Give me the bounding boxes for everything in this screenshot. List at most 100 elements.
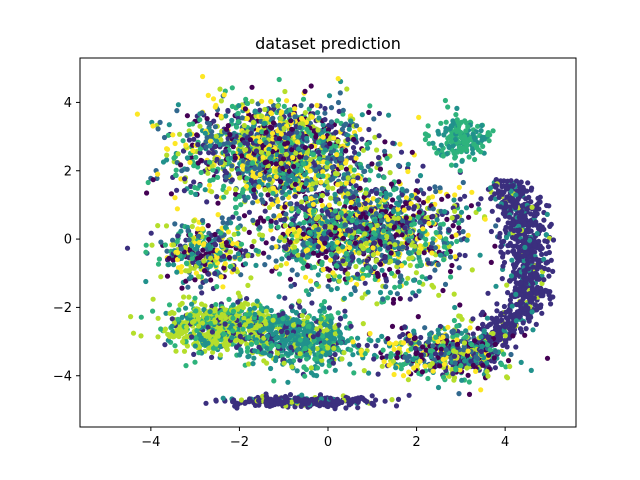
data-point (196, 274, 202, 280)
data-point (163, 310, 169, 316)
data-point (358, 165, 364, 171)
data-point (437, 234, 443, 240)
data-point (421, 191, 427, 197)
data-point (197, 123, 203, 129)
data-point (325, 345, 331, 351)
data-point (341, 295, 347, 301)
data-point (310, 346, 316, 352)
data-point (315, 252, 321, 258)
data-point (283, 245, 289, 252)
data-point (143, 278, 149, 285)
data-point (332, 208, 338, 214)
data-point (288, 344, 294, 350)
data-point (319, 220, 325, 226)
data-point (236, 215, 242, 221)
data-point (249, 84, 255, 90)
data-point (362, 168, 368, 174)
data-point (355, 228, 362, 235)
data-point (352, 240, 358, 246)
data-point (207, 143, 213, 149)
data-point (186, 294, 192, 300)
data-point (372, 134, 378, 140)
data-point (179, 264, 185, 270)
data-point (175, 151, 181, 157)
data-point (451, 197, 457, 203)
data-point (262, 262, 268, 268)
data-point (300, 231, 306, 237)
data-point (209, 163, 215, 169)
data-point (323, 249, 329, 255)
data-point (339, 356, 345, 362)
data-point (294, 233, 300, 239)
data-point (493, 223, 499, 229)
data-point (345, 175, 351, 181)
data-point (257, 107, 263, 113)
data-point (178, 176, 184, 182)
data-point (218, 113, 224, 119)
data-point (335, 138, 341, 144)
data-point (218, 230, 224, 236)
data-point (258, 316, 264, 322)
data-point (237, 175, 243, 181)
data-point (456, 265, 462, 271)
data-point (278, 328, 284, 335)
data-point (297, 304, 303, 310)
data-point (214, 284, 220, 290)
data-point (385, 295, 391, 301)
data-point (155, 315, 161, 321)
data-point (439, 196, 445, 202)
data-point (179, 168, 185, 174)
data-point (212, 270, 218, 277)
data-point (395, 210, 401, 217)
data-point (380, 296, 386, 302)
data-point (192, 359, 198, 365)
data-point (210, 167, 216, 173)
data-point (258, 192, 264, 198)
data-point (245, 141, 251, 147)
data-point (349, 218, 355, 224)
data-point (298, 256, 304, 262)
data-point (262, 160, 268, 166)
data-point (303, 181, 309, 187)
data-point (375, 273, 381, 279)
data-point (248, 275, 254, 281)
data-point (309, 133, 315, 139)
data-point (174, 108, 180, 114)
data-point (338, 164, 344, 171)
data-point (295, 146, 302, 152)
data-point (255, 127, 261, 133)
data-point (276, 136, 283, 142)
data-point (394, 263, 400, 270)
data-point (155, 223, 161, 229)
data-point (323, 352, 329, 358)
data-point (248, 177, 254, 184)
data-point (338, 188, 344, 194)
data-point (347, 164, 353, 170)
data-point (282, 88, 288, 95)
data-point (223, 315, 229, 321)
data-point (239, 115, 245, 121)
data-point (248, 341, 255, 347)
data-point (312, 162, 318, 168)
data-point (469, 189, 475, 195)
data-point (449, 262, 455, 269)
data-point (176, 307, 182, 313)
data-point (197, 150, 203, 156)
data-point (337, 315, 343, 321)
data-point (258, 306, 264, 312)
data-point (254, 298, 260, 304)
data-point (340, 235, 346, 241)
data-point (177, 131, 183, 137)
data-point (235, 290, 241, 296)
data-point (320, 122, 326, 128)
data-point (230, 315, 236, 321)
data-point (362, 177, 368, 183)
data-point (294, 139, 300, 145)
data-point (442, 281, 449, 287)
data-point (328, 195, 334, 201)
data-point (361, 194, 367, 200)
data-point (397, 283, 403, 290)
data-point (337, 156, 344, 162)
data-point (223, 240, 229, 246)
data-point (371, 230, 377, 236)
